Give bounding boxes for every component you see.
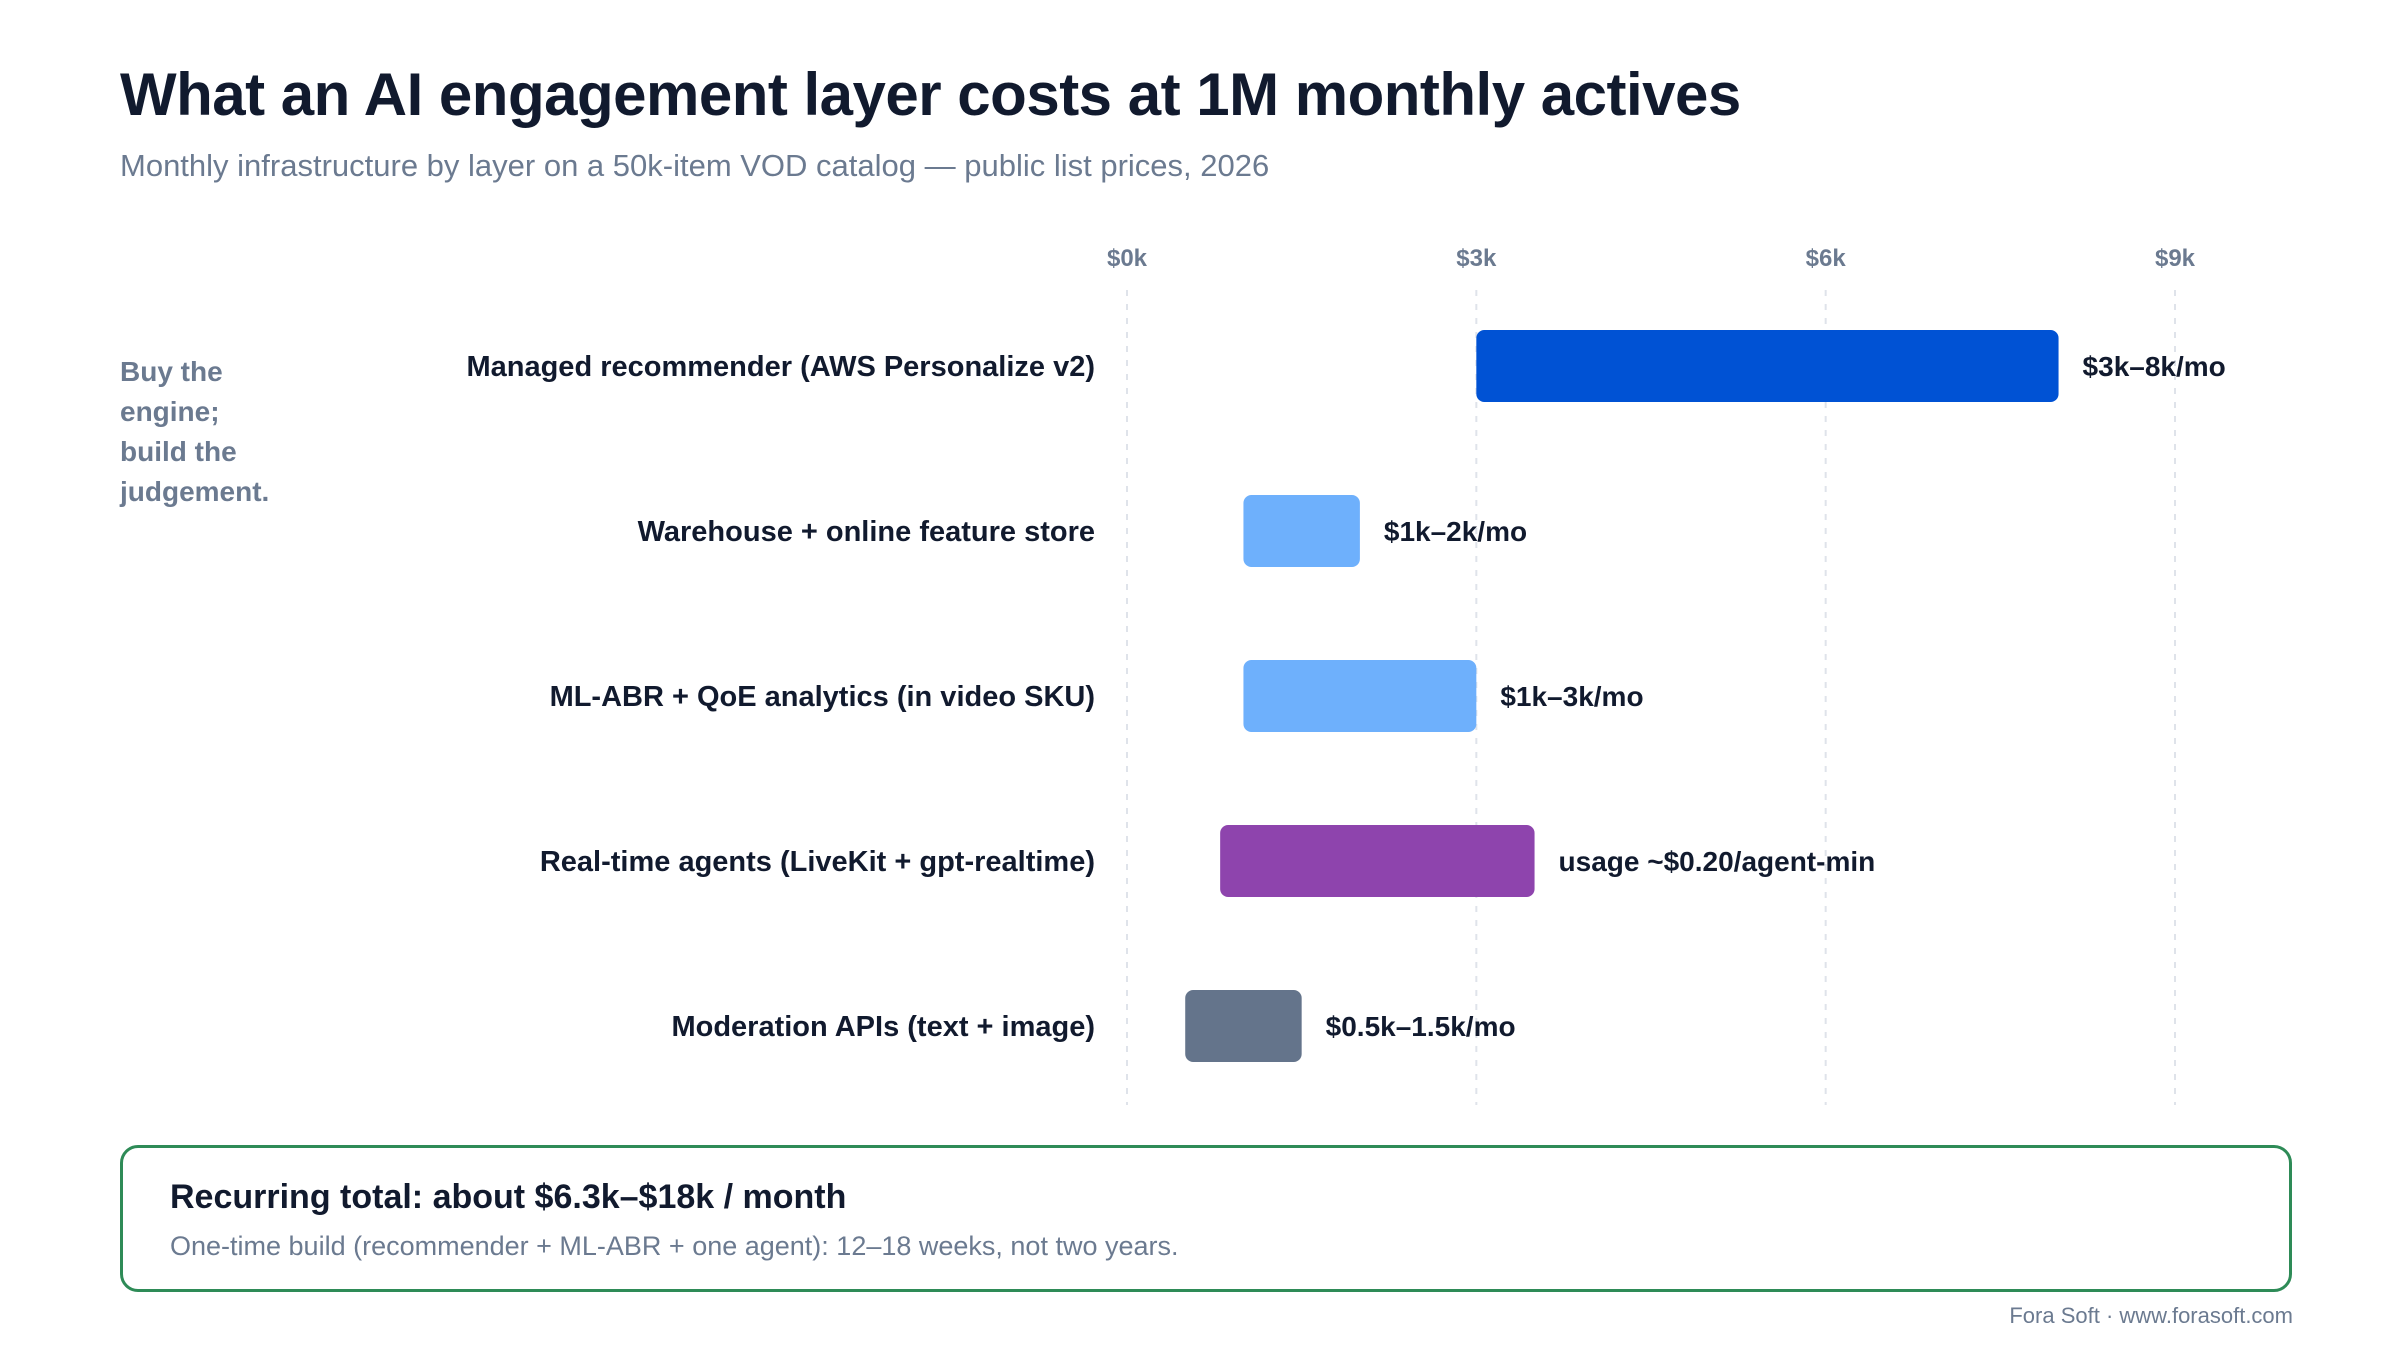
summary-note: One-time build (recommender + ML-ABR + o…: [170, 1231, 1179, 1261]
x-tick-label: $0k: [1107, 245, 1148, 272]
summary-box: Recurring total: about $6.3k–$18k / mont…: [120, 1145, 2292, 1292]
bar-value-label: $3k–8k/mo: [2083, 351, 2226, 382]
range-bar: [1185, 990, 1302, 1062]
range-bar: [1476, 330, 2059, 402]
x-tick-label: $3k: [1456, 245, 1497, 272]
category-label: ML-ABR + QoE analytics (in video SKU): [550, 681, 1095, 713]
range-bar: [1220, 825, 1535, 897]
chart-subtitle: Monthly infrastructure by layer on a 50k…: [120, 148, 1270, 183]
category-label: Warehouse + online feature store: [638, 516, 1095, 548]
category-label: Managed recommender (AWS Personalize v2): [466, 351, 1095, 383]
category-label: Real-time agents (LiveKit + gpt-realtime…: [540, 846, 1095, 878]
bar-value-label: $1k–2k/mo: [1384, 516, 1527, 547]
bar-value-label: $1k–3k/mo: [1500, 681, 1643, 712]
chart-title: What an AI engagement layer costs at 1M …: [120, 61, 1741, 128]
bar-value-label: $0.5k–1.5k/mo: [1326, 1011, 1516, 1042]
category-label: Moderation APIs (text + image): [671, 1011, 1095, 1043]
x-tick-label: $6k: [1806, 245, 1847, 272]
range-bar: [1243, 495, 1360, 567]
side-note-line: build the: [120, 436, 237, 467]
range-bar-chart: $0k $3k $6k $9k Managed recommender (AWS Per…: [466, 245, 2226, 1105]
range-bar: [1243, 660, 1477, 732]
side-note: Buy the engine; build the judgement.: [120, 352, 300, 512]
bar-value-label: usage ~$0.20/agent-min: [1559, 846, 1876, 877]
x-tick-label: $9k: [2155, 245, 2196, 272]
footer-credit: Fora Soft · www.forasoft.com: [2009, 1303, 2293, 1328]
summary-title: Recurring total: about $6.3k–$18k / mont…: [170, 1178, 847, 1216]
side-note-line: engine;: [120, 396, 220, 427]
side-note-line: Buy the: [120, 356, 223, 387]
side-note-line: judgement.: [120, 476, 270, 507]
